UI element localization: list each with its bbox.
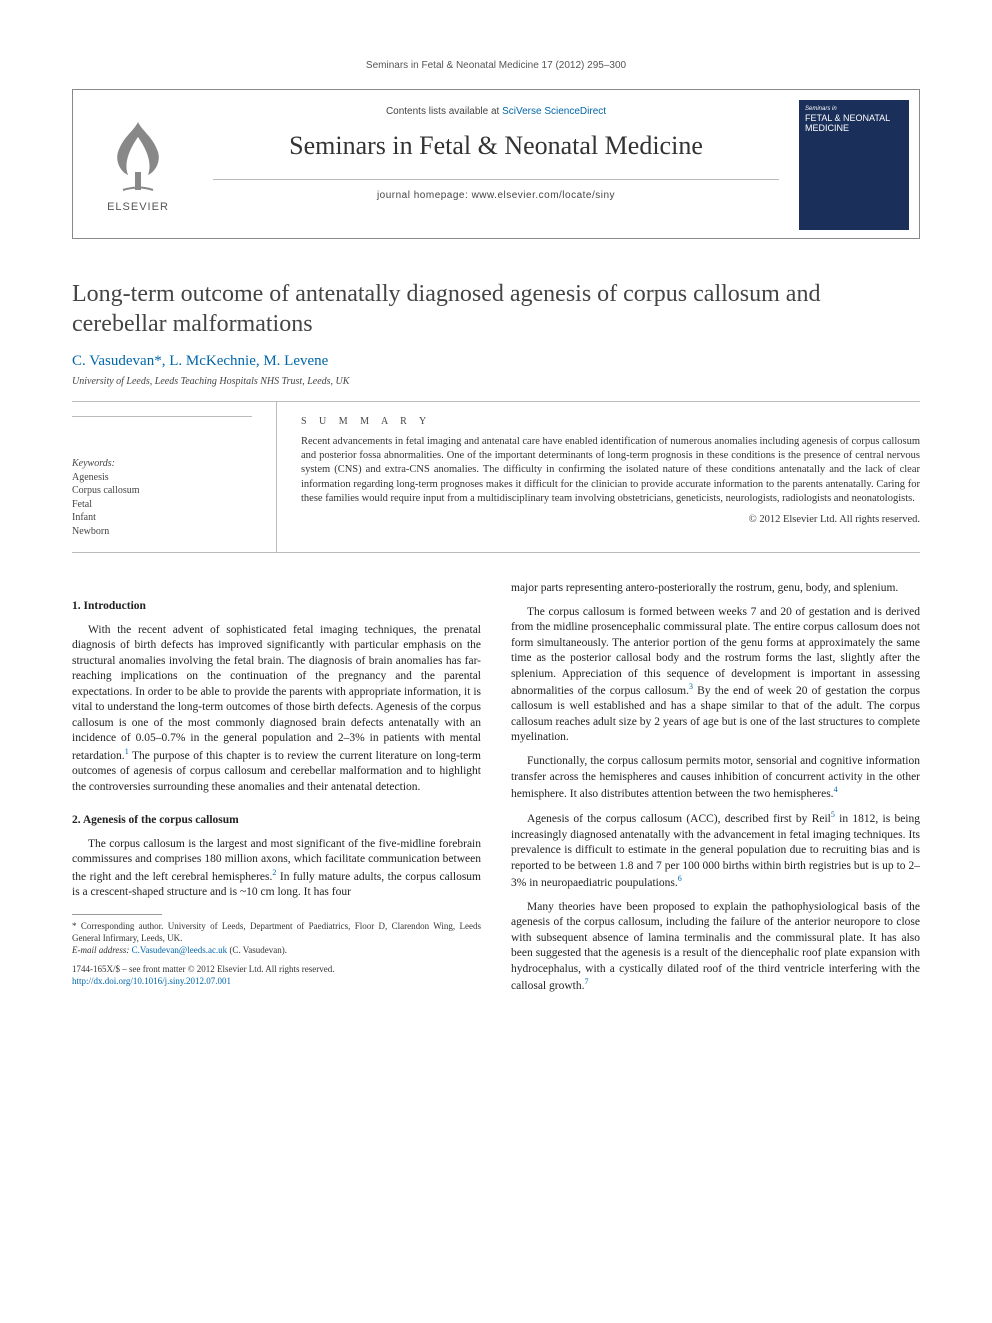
- footnote-rule: [72, 914, 162, 915]
- paragraph: With the recent advent of sophisticated …: [72, 623, 481, 796]
- abstract-block: Keywords: Agenesis Corpus callosum Fetal…: [72, 401, 920, 553]
- contents-prefix: Contents lists available at: [386, 106, 502, 117]
- keywords-top-rule: [72, 416, 252, 417]
- para-text: With the recent advent of sophisticated …: [72, 624, 481, 762]
- para-text: Functionally, the corpus callosum permit…: [511, 755, 920, 800]
- contents-available-line: Contents lists available at SciVerse Sci…: [213, 106, 779, 117]
- masthead-divider: [213, 179, 779, 180]
- paragraph: Agenesis of the corpus callosum (ACC), d…: [511, 810, 920, 891]
- journal-name: Seminars in Fetal & Neonatal Medicine: [213, 131, 779, 161]
- article-authors: C. Vasudevan*, L. McKechnie, M. Levene: [72, 353, 920, 370]
- para-text: The corpus callosum is formed between we…: [511, 606, 920, 697]
- journal-cover-thumbnail: Seminars in FETAL & NEONATAL MEDICINE: [799, 100, 909, 230]
- section-1-heading: 1. Introduction: [72, 599, 481, 615]
- para-text: Agenesis of the corpus callosum (ACC), d…: [527, 813, 831, 825]
- paragraph: Many theories have been proposed to expl…: [511, 900, 920, 995]
- article-title: Long-term outcome of antenatally diagnos…: [72, 279, 920, 339]
- running-header: Seminars in Fetal & Neonatal Medicine 17…: [72, 60, 920, 71]
- publisher-logo: ELSEVIER: [83, 100, 193, 230]
- keyword-item: Newborn: [72, 525, 252, 539]
- journal-masthead: ELSEVIER Contents lists available at Sci…: [72, 89, 920, 239]
- author-email-link[interactable]: C.Vasudevan@leeds.ac.uk: [132, 945, 228, 955]
- citation-ref-4[interactable]: 4: [834, 785, 838, 794]
- homepage-prefix: journal homepage:: [377, 190, 472, 201]
- summary-panel: S U M M A R Y Recent advancements in fet…: [276, 402, 920, 552]
- column-left: 1. Introduction With the recent advent o…: [72, 581, 481, 1003]
- keywords-panel: Keywords: Agenesis Corpus callosum Fetal…: [72, 402, 252, 552]
- keyword-item: Infant: [72, 511, 252, 525]
- citation-ref-6[interactable]: 6: [678, 874, 682, 883]
- sciencedirect-link[interactable]: SciVerse ScienceDirect: [502, 106, 606, 117]
- paragraph: The corpus callosum is the largest and m…: [72, 837, 481, 901]
- email-paren: (C. Vasudevan).: [229, 945, 287, 955]
- article-affiliation: University of Leeds, Leeds Teaching Hosp…: [72, 376, 920, 387]
- summary-copyright: © 2012 Elsevier Ltd. All rights reserved…: [301, 514, 920, 525]
- publisher-label: ELSEVIER: [107, 201, 169, 213]
- summary-heading: S U M M A R Y: [301, 416, 920, 427]
- keyword-item: Agenesis: [72, 471, 252, 485]
- keywords-heading: Keywords:: [72, 457, 252, 471]
- summary-text: Recent advancements in fetal imaging and…: [301, 435, 920, 506]
- email-label: E-mail address:: [72, 945, 129, 955]
- footnotes: * Corresponding author. University of Le…: [72, 921, 481, 987]
- body-columns: 1. Introduction With the recent advent o…: [72, 581, 920, 1003]
- doi-link[interactable]: http://dx.doi.org/10.1016/j.siny.2012.07…: [72, 976, 231, 986]
- front-matter-line: 1744-165X/$ – see front matter © 2012 El…: [72, 964, 481, 976]
- column-right: major parts representing antero-posterio…: [511, 581, 920, 1003]
- citation-ref-7[interactable]: 7: [584, 977, 588, 986]
- keyword-item: Corpus callosum: [72, 484, 252, 498]
- email-line: E-mail address: C.Vasudevan@leeds.ac.uk …: [72, 945, 481, 957]
- para-text: The purpose of this chapter is to review…: [72, 749, 481, 792]
- homepage-line: journal homepage: www.elsevier.com/locat…: [213, 190, 779, 201]
- masthead-center: Contents lists available at SciVerse Sci…: [213, 106, 779, 201]
- paragraph: Functionally, the corpus callosum permit…: [511, 754, 920, 802]
- cover-small-text: Seminars in: [805, 106, 903, 112]
- paragraph: major parts representing antero-posterio…: [511, 581, 920, 597]
- elsevier-tree-icon: [103, 117, 173, 197]
- keyword-item: Fetal: [72, 498, 252, 512]
- para-text: Many theories have been proposed to expl…: [511, 901, 920, 992]
- cover-title: FETAL & NEONATAL MEDICINE: [805, 114, 903, 134]
- homepage-link[interactable]: www.elsevier.com/locate/siny: [472, 190, 616, 201]
- corresponding-author-note: * Corresponding author. University of Le…: [72, 921, 481, 944]
- paragraph: The corpus callosum is formed between we…: [511, 605, 920, 746]
- section-2-heading: 2. Agenesis of the corpus callosum: [72, 813, 481, 829]
